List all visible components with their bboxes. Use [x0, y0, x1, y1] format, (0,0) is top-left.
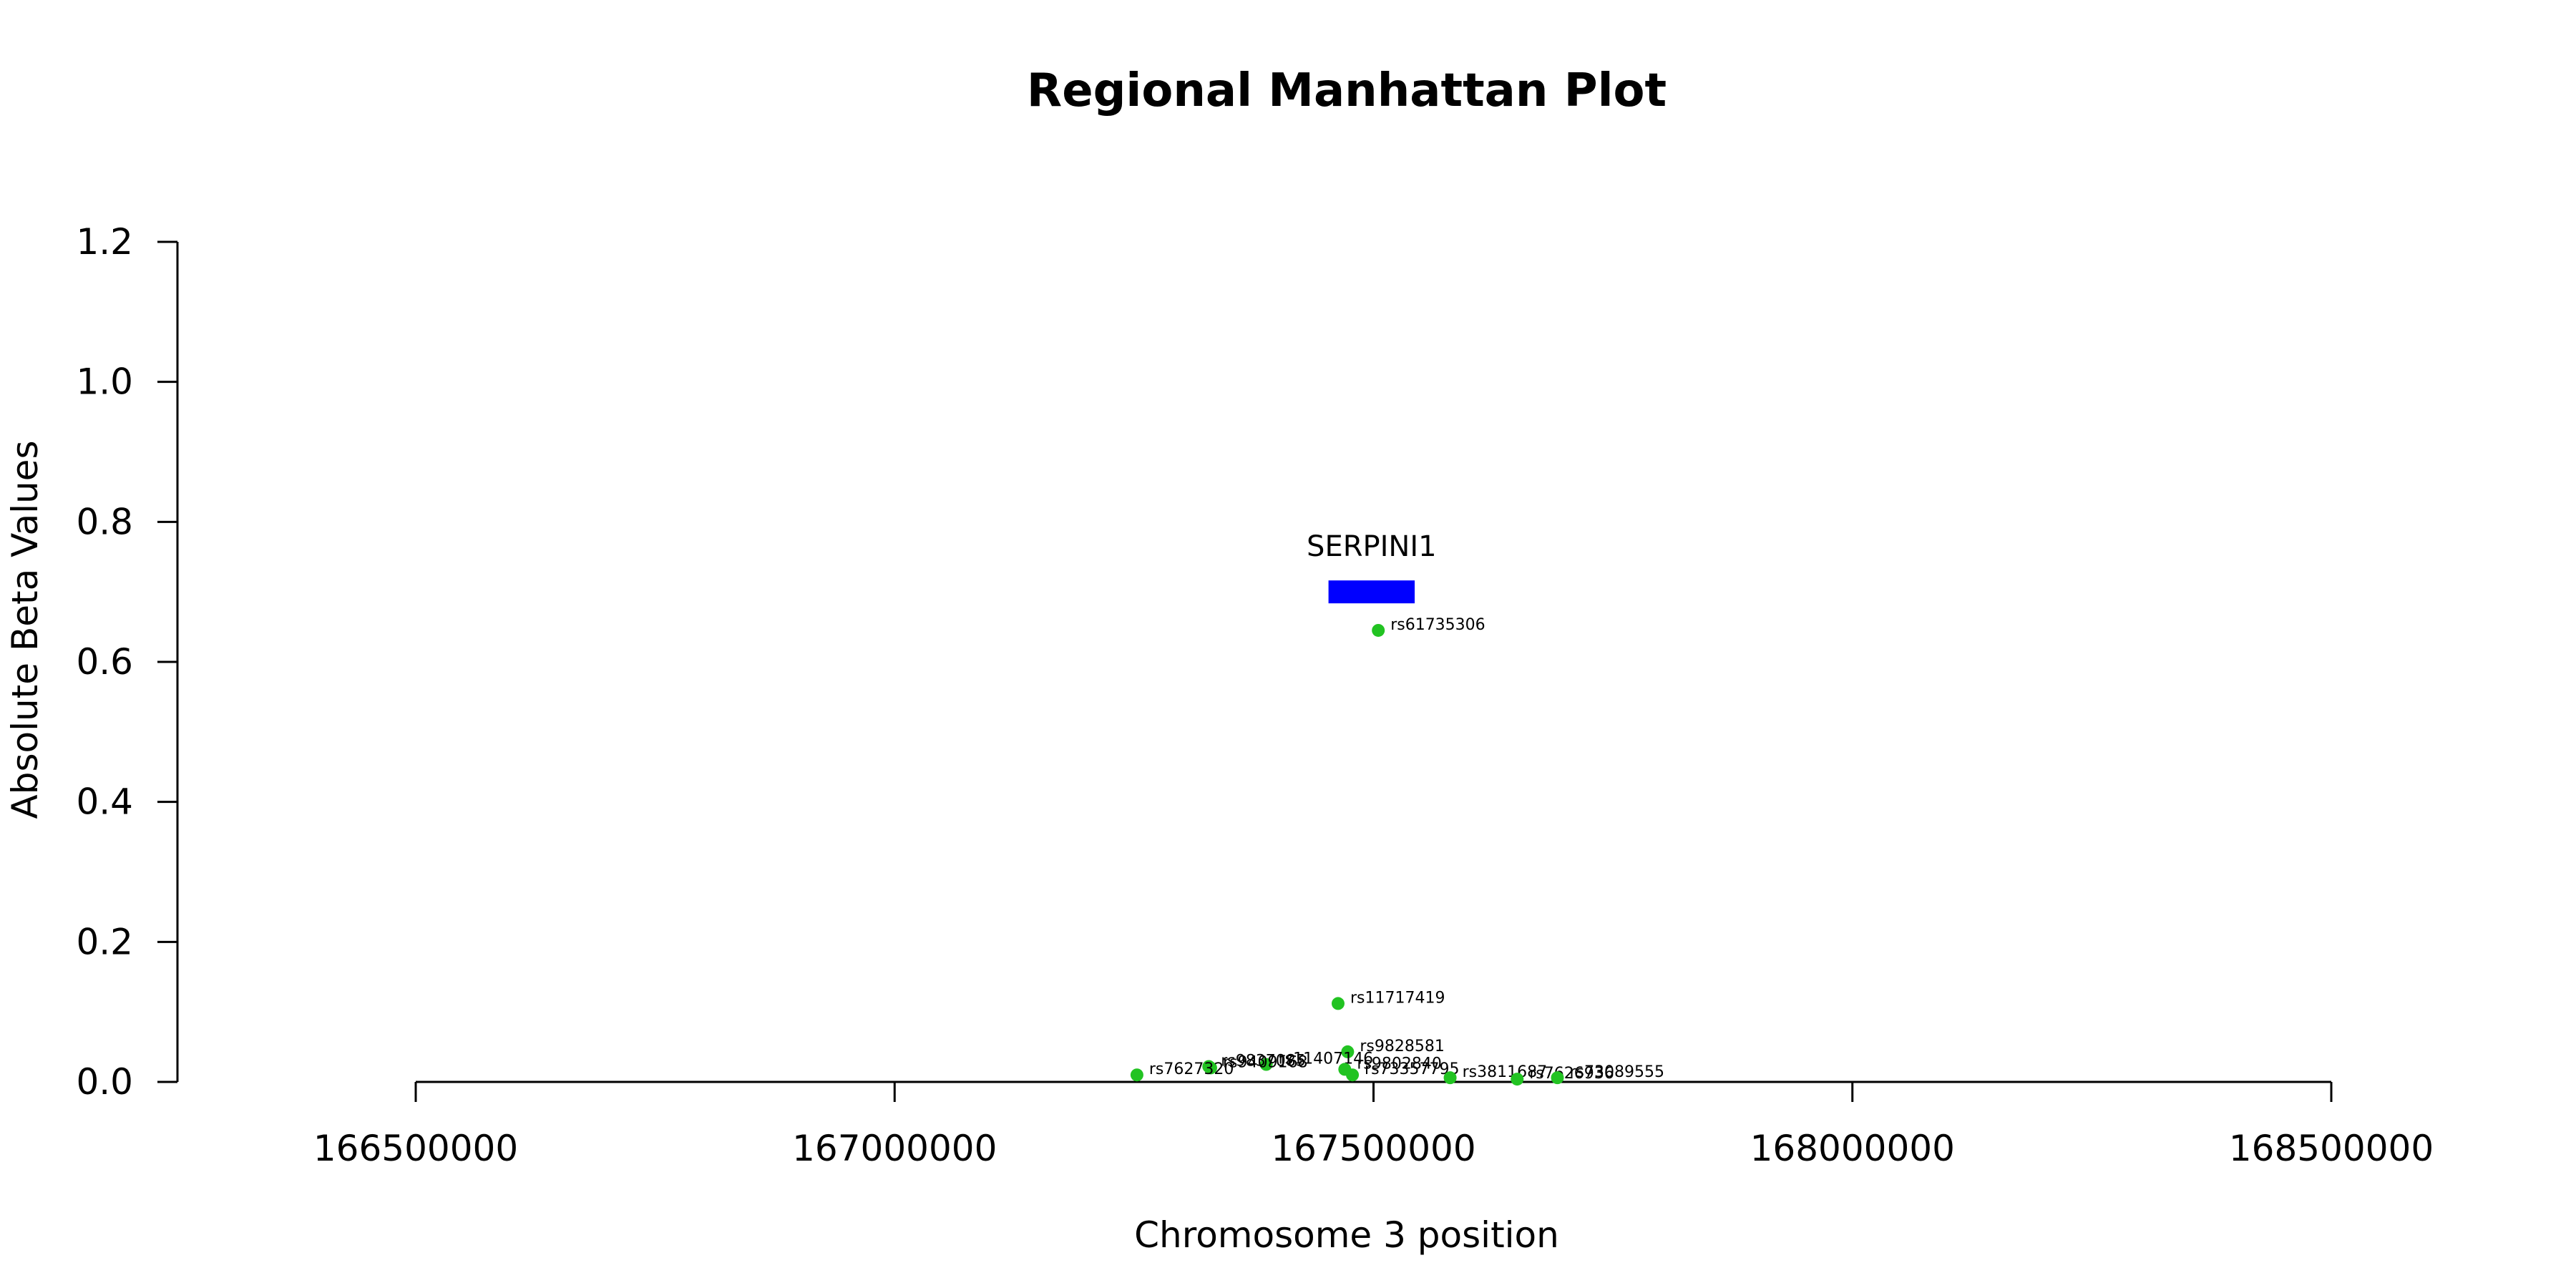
- snp-label-rs9828581: rs9828581: [1360, 1038, 1445, 1055]
- snp-label-rs3811687: rs3811687: [1463, 1063, 1548, 1081]
- x-tick-label-4: 168500000: [2229, 1128, 2434, 1169]
- y-axis-label: Absolute Beta Values: [4, 441, 46, 819]
- snp-label-rs7627320: rs7627320: [1149, 1060, 1234, 1078]
- snp-label-rs11717419: rs11717419: [1350, 989, 1445, 1007]
- snp-label-rs73089555: rs73089555: [1569, 1063, 1664, 1081]
- y-tick-label-1: 0.2: [76, 921, 133, 962]
- chart-title: Regional Manhattan Plot: [1027, 64, 1667, 117]
- gene-track: SERPINI1: [1307, 530, 1437, 604]
- snp-point-rs9409168: [1204, 1061, 1217, 1075]
- snp-point-rs73357795: [1346, 1068, 1360, 1082]
- x-tick-label-1: 167000000: [792, 1128, 997, 1169]
- snp-point-rs73089555: [1551, 1071, 1564, 1085]
- y-ticks: 0.0 0.2 0.4 0.6 0.8 1.0 1.2: [76, 221, 177, 1103]
- snp-point-rs11407146: [1259, 1058, 1273, 1071]
- x-tick-label-0: 166500000: [313, 1128, 518, 1169]
- y-tick-label-0: 0.0: [76, 1061, 133, 1103]
- snp-label-rs7626936: rs7626936: [1529, 1065, 1614, 1083]
- snp-label-rs9802840: rs9802840: [1357, 1055, 1442, 1073]
- snp-label-rs73357795: rs73357795: [1365, 1060, 1459, 1078]
- snp-point-rs7626936: [1511, 1073, 1524, 1086]
- snp-point-rs9828581: [1341, 1045, 1355, 1058]
- snp-point-rs3811687: [1443, 1071, 1457, 1085]
- snp-points: rs61735306rs11717419rs9828581rs11407146r…: [1130, 616, 1664, 1086]
- x-tick-label-2: 167500000: [1271, 1128, 1475, 1169]
- x-tick-label-3: 168000000: [1750, 1128, 1955, 1169]
- snp-point-rs11717419: [1331, 997, 1345, 1010]
- gene-label: SERPINI1: [1307, 530, 1437, 563]
- snp-label-rs9837085: rs9837085: [1221, 1052, 1306, 1070]
- snp-point-rs61735306: [1372, 623, 1385, 637]
- gene-bar: [1328, 580, 1415, 604]
- y-axis: 0.0 0.2 0.4 0.6 0.8 1.0 1.2: [76, 221, 179, 1103]
- snp-label-rs11407146: rs11407146: [1279, 1050, 1373, 1068]
- x-axis-label: Chromosome 3 position: [1134, 1214, 1559, 1256]
- y-tick-label-4: 0.8: [76, 501, 133, 542]
- snp-label-rs9409168: rs9409168: [1223, 1053, 1308, 1071]
- y-tick-label-2: 0.4: [76, 781, 133, 823]
- y-tick-label-5: 1.0: [76, 361, 133, 403]
- x-axis: 166500000 167000000 167500000 168000000 1685…: [313, 1080, 2434, 1169]
- snp-label-rs61735306: rs61735306: [1390, 616, 1485, 634]
- y-tick-label-6: 1.2: [76, 221, 133, 263]
- y-tick-label-3: 0.6: [76, 641, 133, 683]
- x-ticks: 166500000 167000000 167500000 168000000 1685…: [313, 1082, 2434, 1169]
- snp-point-rs7627320: [1130, 1068, 1143, 1082]
